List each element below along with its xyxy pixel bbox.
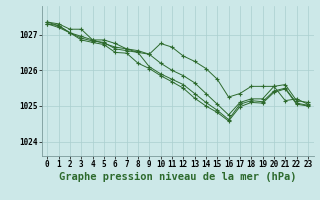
X-axis label: Graphe pression niveau de la mer (hPa): Graphe pression niveau de la mer (hPa) [59, 172, 296, 182]
